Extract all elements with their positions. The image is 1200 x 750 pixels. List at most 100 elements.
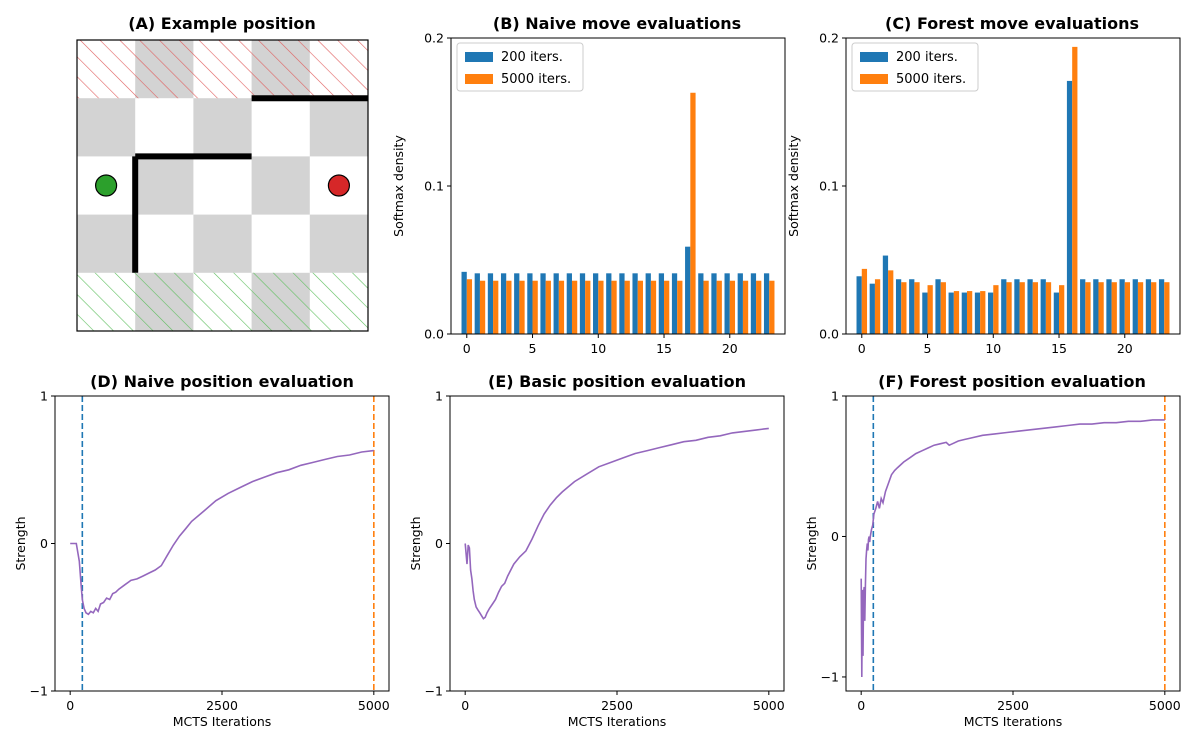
bar <box>540 273 546 334</box>
bar <box>593 273 599 334</box>
axes-frame <box>54 395 390 692</box>
x-tick-label: 0 <box>461 698 469 713</box>
bar <box>461 271 467 334</box>
bar <box>966 291 973 334</box>
bar <box>980 291 986 334</box>
board-square-shaded <box>309 98 368 157</box>
y-tick-label: 1 <box>435 389 443 404</box>
bar <box>703 280 709 334</box>
bar <box>1158 279 1165 334</box>
board-square-shaded <box>135 156 194 215</box>
panel-f-title: (F) Forest position evaluation <box>878 372 1146 391</box>
x-tick-label: 20 <box>722 341 738 356</box>
x-tick-label: 5000 <box>753 698 785 713</box>
y-tick-label: 0 <box>435 536 443 551</box>
bar <box>579 273 586 334</box>
bar <box>500 273 507 334</box>
bar <box>874 279 881 334</box>
chart-d: 0 2500 5000 −1 0 1 MCTS Iterations Strength <box>13 389 390 730</box>
bar <box>690 92 696 334</box>
bar <box>927 285 933 334</box>
legend-swatch <box>860 74 888 84</box>
bar <box>888 270 894 334</box>
bar <box>1145 279 1152 334</box>
x-axis-label: MCTS Iterations <box>173 714 272 729</box>
y-tick-label: −1 <box>425 684 443 699</box>
y-axis-label: Softmax density <box>391 135 406 237</box>
bar <box>493 280 499 334</box>
x-axis-label: MCTS Iterations <box>964 714 1063 729</box>
y-tick-label: −1 <box>821 669 839 684</box>
bar <box>585 280 591 334</box>
bar <box>895 279 902 334</box>
bar <box>637 280 643 334</box>
legend-swatch <box>860 52 888 62</box>
bar <box>1098 282 1104 334</box>
strength-line <box>860 419 1165 678</box>
bar <box>1164 282 1170 334</box>
red-goal-row <box>77 40 368 99</box>
bar <box>940 282 946 334</box>
x-tick-label: 2500 <box>997 698 1029 713</box>
x-tick-label: 5000 <box>1149 698 1181 713</box>
bar <box>935 279 941 334</box>
bar <box>1111 282 1117 334</box>
bar <box>974 292 981 334</box>
bar <box>553 273 559 334</box>
bar <box>914 282 920 334</box>
bar <box>566 273 572 334</box>
bar <box>909 279 915 334</box>
bar <box>756 280 762 334</box>
y-axis-label: Strength <box>804 516 819 570</box>
board-square-shaded <box>193 98 252 157</box>
panel-a: (A) Example position <box>76 14 369 332</box>
board-square-shaded <box>77 98 136 157</box>
board <box>76 39 369 332</box>
bar <box>1014 279 1020 334</box>
y-tick-label: 0.1 <box>424 179 444 194</box>
x-tick-label: 2500 <box>206 698 238 713</box>
legend-swatch <box>465 74 493 84</box>
bar <box>619 273 625 334</box>
y-tick-label: 1 <box>40 389 48 404</box>
legend-label: 5000 iters. <box>501 72 571 87</box>
y-tick-label: 0.0 <box>424 327 444 342</box>
bar <box>632 273 638 334</box>
bar <box>861 268 868 334</box>
bar <box>645 273 651 334</box>
y-tick-label: 1 <box>831 389 839 404</box>
x-tick-label: 20 <box>1117 341 1133 356</box>
bar <box>474 273 480 334</box>
bar <box>1059 285 1065 334</box>
board-frame <box>76 39 369 332</box>
y-tick-label: −1 <box>30 684 48 699</box>
bar <box>671 273 678 334</box>
bar <box>519 280 525 334</box>
panel-f: (F) Forest position evaluation 0 2500 5000… <box>804 372 1181 729</box>
panel-a-title: (A) Example position <box>128 14 316 33</box>
bar <box>1053 292 1060 334</box>
panel-d-title: (D) Naive position evaluation <box>90 372 354 391</box>
bar <box>1019 282 1025 334</box>
bar <box>724 273 730 334</box>
x-tick-label: 0 <box>858 341 866 356</box>
y-tick-label: 0.1 <box>819 179 839 194</box>
bar <box>1045 282 1052 334</box>
panel-b: (B) Naive move evaluations 0 5 10 15 20 0.0 0.… <box>391 14 786 356</box>
bar <box>953 291 960 334</box>
bar <box>1072 46 1078 334</box>
y-tick-label: 0.0 <box>819 327 839 342</box>
bar <box>685 246 691 334</box>
chart-e: 0 2500 5000 −1 0 1 MCTS Iterations Strength <box>408 389 785 730</box>
x-tick-label: 0 <box>463 341 471 356</box>
y-tick-label: 0.2 <box>819 31 839 46</box>
bar <box>856 276 862 334</box>
x-tick-label: 15 <box>656 341 672 356</box>
bar <box>479 280 486 334</box>
strength-line <box>70 449 374 616</box>
x-tick-label: 0 <box>66 698 74 713</box>
axes-frame <box>845 395 1181 692</box>
bar <box>750 273 757 334</box>
bar <box>763 273 770 334</box>
red-pawn <box>327 174 350 197</box>
